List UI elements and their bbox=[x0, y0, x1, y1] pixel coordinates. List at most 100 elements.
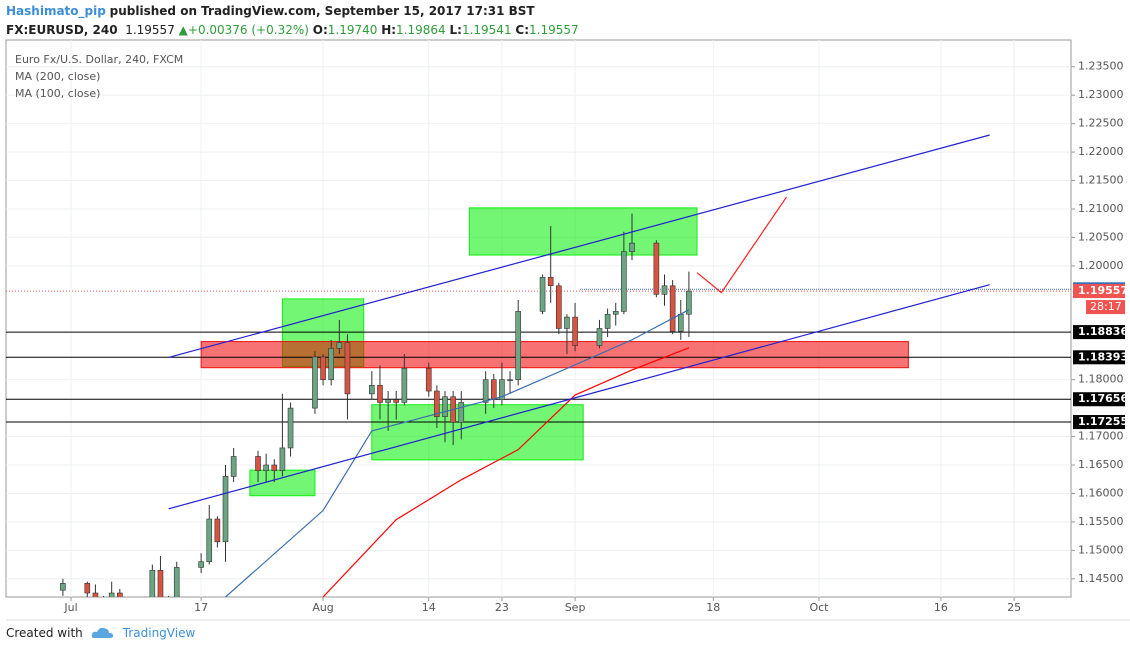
candle-body bbox=[539, 276, 546, 312]
candle-body bbox=[279, 447, 286, 471]
zone bbox=[468, 207, 698, 256]
y-tick-label: 1.16000 bbox=[1078, 486, 1124, 499]
candle-body bbox=[206, 518, 213, 563]
y-tick-label: 1.21500 bbox=[1078, 174, 1124, 187]
candle-body bbox=[287, 407, 294, 449]
countdown: 28:17 bbox=[1090, 300, 1122, 313]
y-tick-label: 1.20500 bbox=[1078, 230, 1124, 243]
candle-body bbox=[515, 311, 521, 380]
candle-body bbox=[84, 583, 91, 594]
level-label-bg bbox=[1073, 415, 1125, 430]
candle-body bbox=[92, 592, 99, 597]
candle-body bbox=[661, 285, 668, 295]
y-tick-label: 1.15500 bbox=[1078, 515, 1124, 528]
candle-body bbox=[255, 456, 261, 471]
candle-body bbox=[214, 518, 221, 543]
ohlc-label: O: bbox=[312, 23, 328, 37]
trend-line bbox=[168, 284, 990, 510]
axes: 1.14500 1.15000 1.15500 1.16000 1.16500 1.170… bbox=[63, 60, 1128, 614]
trend-line bbox=[696, 196, 787, 294]
level-label: 1.18393 bbox=[1078, 350, 1128, 363]
y-tick-label: 1.23000 bbox=[1078, 88, 1124, 101]
x-tick-label: Aug bbox=[312, 601, 333, 614]
published: published on TradingView.com, September … bbox=[109, 4, 535, 18]
y-tick-label: 1.15000 bbox=[1078, 543, 1124, 556]
candle-body bbox=[490, 379, 497, 400]
x-tick-label: 17 bbox=[194, 601, 208, 614]
candle-body bbox=[572, 316, 578, 346]
logo bbox=[91, 627, 113, 638]
candle-body bbox=[157, 569, 164, 597]
ohlc-label: H: bbox=[381, 23, 397, 37]
brand[interactable]: TradingView bbox=[122, 626, 196, 640]
y-tick-label: 1.23500 bbox=[1078, 60, 1124, 73]
candle-body bbox=[393, 399, 400, 403]
x-tick-label: 23 bbox=[495, 601, 509, 614]
candle-body bbox=[499, 379, 505, 400]
x-tick-label: Oct bbox=[809, 601, 829, 614]
candle-body bbox=[336, 342, 343, 349]
last-price-label-bg bbox=[1073, 284, 1125, 299]
zone bbox=[200, 341, 909, 369]
candle-body bbox=[117, 592, 123, 597]
created-with: Created with bbox=[6, 626, 83, 640]
candle-body bbox=[612, 311, 619, 315]
candle-body bbox=[425, 367, 432, 392]
candle-body bbox=[312, 356, 318, 409]
candle-body bbox=[108, 592, 115, 597]
candle-body bbox=[344, 342, 351, 395]
candle-body bbox=[149, 569, 156, 597]
candle-body bbox=[369, 385, 375, 395]
trend-line bbox=[168, 134, 990, 359]
candle-body bbox=[60, 583, 66, 591]
candle-body bbox=[653, 242, 660, 295]
grid bbox=[6, 40, 1071, 597]
chart-title: Euro Fx/U.S. Dollar, 240, FXCM bbox=[15, 53, 183, 66]
candle-body bbox=[596, 328, 603, 346]
candle-body bbox=[442, 396, 448, 417]
symbol: FX:EURUSD, 240 bbox=[6, 23, 118, 37]
legend-entry: MA (100, close) bbox=[15, 87, 100, 100]
candle-body bbox=[434, 390, 440, 417]
x-tick-label: Sep bbox=[565, 601, 586, 614]
footer: Created with TradingView bbox=[6, 626, 195, 640]
ma-line bbox=[322, 347, 690, 597]
last-price-label: 1.19557 bbox=[1078, 284, 1128, 297]
y-tick-label: 1.14500 bbox=[1078, 572, 1124, 585]
candle-body bbox=[320, 356, 326, 380]
level-label-bg bbox=[1073, 350, 1125, 365]
candle-body bbox=[629, 242, 635, 252]
candle-body bbox=[198, 561, 204, 568]
ohlc-label: C: bbox=[515, 23, 530, 37]
level-label-bg bbox=[1073, 392, 1125, 407]
candle-body bbox=[621, 251, 627, 312]
x-tick-label: 14 bbox=[422, 601, 436, 614]
level-label-bg bbox=[1073, 325, 1125, 340]
candle-body bbox=[604, 313, 611, 329]
plot bbox=[6, 134, 1071, 597]
y-tick-label: 1.21000 bbox=[1078, 202, 1124, 215]
ohlc-value: 1.19740 bbox=[327, 23, 378, 37]
y-tick-label: 1.17000 bbox=[1078, 430, 1124, 443]
y-tick-label: 1.22000 bbox=[1078, 145, 1124, 158]
candle-body bbox=[271, 464, 278, 471]
level-label: 1.17656 bbox=[1078, 392, 1128, 405]
x-tick-label: 16 bbox=[934, 601, 948, 614]
candle-body bbox=[222, 476, 229, 543]
candle-body bbox=[482, 379, 489, 403]
y-tick-label: 1.18000 bbox=[1078, 373, 1124, 386]
candle-body bbox=[385, 399, 391, 403]
level-label: 1.17255 bbox=[1078, 415, 1128, 428]
candle-body bbox=[669, 285, 676, 332]
author[interactable]: Hashimato_pip bbox=[6, 4, 106, 18]
ohlc-label: L: bbox=[449, 23, 462, 37]
header-line: Hashimato_pip published on TradingView.c… bbox=[6, 2, 579, 21]
change: ▲+0.00376 (+0.32%) bbox=[178, 23, 309, 37]
zone bbox=[371, 404, 584, 461]
header: Hashimato_pip published on TradingView.c… bbox=[6, 2, 579, 40]
price: 1.19557 bbox=[125, 23, 175, 37]
candle-body bbox=[173, 567, 180, 597]
candle-body bbox=[401, 367, 408, 403]
